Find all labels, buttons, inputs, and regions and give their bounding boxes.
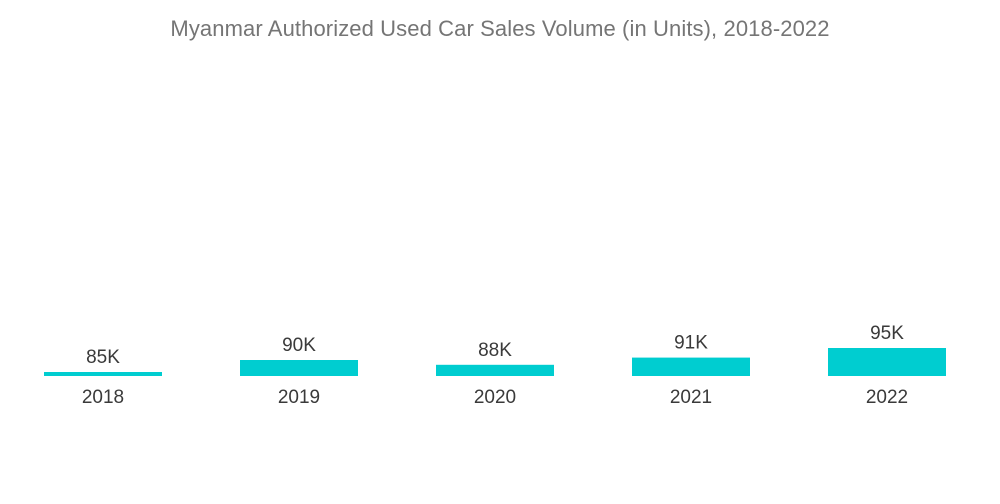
bar-2021 [632, 357, 750, 376]
value-label-2020: 88K [478, 340, 512, 361]
value-labels-group: 85K 90K 88K 91K 95K [86, 323, 904, 368]
x-tick-label-2019: 2019 [278, 387, 320, 408]
value-label-2018: 85K [86, 347, 120, 368]
value-label-2019: 90K [282, 335, 316, 356]
value-label-2022: 95K [870, 323, 904, 344]
x-axis-tick-labels: 2018 2019 2020 2021 2022 [82, 387, 908, 408]
bars-group [44, 348, 946, 376]
x-tick-label-2020: 2020 [474, 387, 516, 408]
value-label-2021: 91K [674, 333, 708, 354]
x-tick-label-2018: 2018 [82, 387, 124, 408]
x-tick-label-2022: 2022 [866, 387, 908, 408]
bar-2020 [436, 364, 554, 376]
x-tick-label-2021: 2021 [670, 387, 712, 408]
bar-2019 [240, 360, 358, 376]
bar-2022 [828, 348, 946, 376]
bar-2018 [44, 372, 162, 376]
chart-title: Myanmar Authorized Used Car Sales Volume… [170, 16, 830, 41]
